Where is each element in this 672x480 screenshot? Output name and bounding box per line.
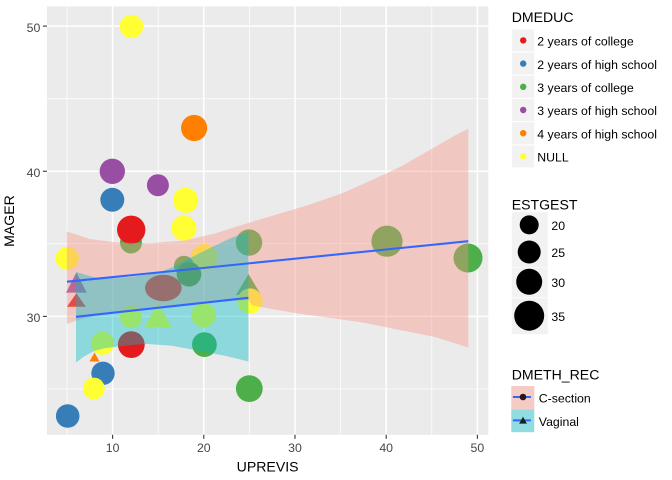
svg-text:Vaginal: Vaginal [539,415,579,429]
svg-text:C-section: C-section [539,392,591,406]
svg-text:40: 40 [27,166,41,180]
svg-text:UPREVIS: UPREVIS [237,458,299,474]
svg-text:20: 20 [197,441,211,455]
svg-text:ESTGEST: ESTGEST [512,197,578,213]
svg-text:30: 30 [551,276,565,290]
svg-text:25: 25 [551,246,565,260]
svg-text:DMEDUC: DMEDUC [512,9,574,25]
svg-text:NULL: NULL [537,151,569,165]
svg-text:50: 50 [471,441,485,455]
svg-text:4 years of high school: 4 years of high school [537,127,657,141]
svg-text:2 years of college: 2 years of college [537,35,634,49]
svg-text:40: 40 [379,441,393,455]
svg-text:3 years of college: 3 years of college [537,81,634,95]
svg-text:3 years of high school: 3 years of high school [537,104,657,118]
svg-text:30: 30 [27,311,41,325]
svg-text:MAGER: MAGER [1,195,17,247]
svg-text:2 years of high school: 2 years of high school [537,58,657,72]
svg-text:50: 50 [27,21,41,35]
svg-text:10: 10 [106,441,120,455]
svg-text:35: 35 [551,310,565,324]
svg-text:20: 20 [551,219,565,233]
svg-text:DMETH_REC: DMETH_REC [512,366,600,382]
svg-text:30: 30 [288,441,302,455]
